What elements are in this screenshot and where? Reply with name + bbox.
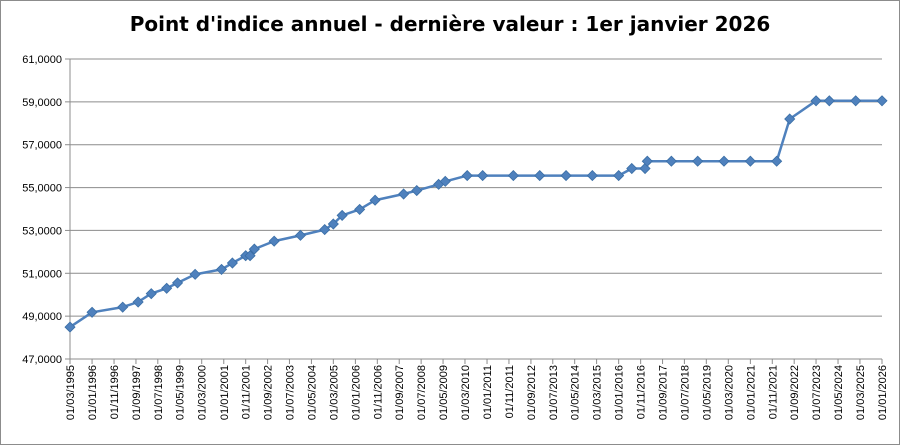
x-tick-label: 01/07/2013	[548, 365, 560, 420]
data-point-marker	[117, 301, 129, 313]
x-tick-label: 01/11/2016	[636, 365, 648, 419]
x-tick-label: 01/11/1996	[109, 365, 121, 419]
data-point-marker	[784, 113, 796, 125]
data-point-marker	[86, 306, 98, 318]
data-point-marker	[461, 170, 473, 182]
data-point-marker	[244, 250, 256, 262]
data-point-marker	[718, 155, 730, 167]
x-tick-label: 01/03/2010	[460, 365, 472, 420]
x-tick-label: 01/05/2019	[701, 365, 713, 420]
data-point-marker	[294, 229, 307, 241]
data-point-marker	[823, 95, 835, 107]
data-point-marker	[560, 170, 572, 182]
data-point-marker	[215, 263, 228, 275]
y-axis-ticks: 47,0000 49,0000 51,0000 53,0000 55,0000 57,00…	[22, 54, 62, 366]
y-tick-label: 59,0000	[22, 97, 62, 109]
x-tick-label: 01/05/2024	[833, 365, 845, 420]
x-tick-label: 01/01/2001	[219, 365, 231, 420]
x-tick-label: 01/01/2021	[745, 365, 757, 420]
y-tick-label: 51,0000	[22, 268, 62, 280]
series-line	[69, 99, 882, 329]
x-tick-label: 01/09/2012	[526, 365, 538, 420]
x-tick-label: 01/09/2022	[789, 365, 801, 420]
y-tick-label: 57,0000	[22, 140, 62, 152]
x-tick-label: 01/07/2003	[284, 365, 296, 420]
x-tick-label: 01/01/2011	[482, 365, 494, 419]
x-tick-label: 01/09/1997	[131, 365, 143, 420]
x-tick-label: 01/07/2008	[416, 365, 428, 420]
x-tick-label: 01/03/1995	[65, 365, 77, 420]
data-point-marker	[248, 243, 260, 255]
data-point-marker	[744, 155, 756, 167]
data-point-marker	[876, 95, 888, 107]
y-tick-label: 61,0000	[22, 54, 62, 66]
x-tick-label: 01/03/2025	[855, 365, 867, 420]
gridlines	[70, 58, 882, 360]
chart-title: Point d'indice annuel - dernière valeur …	[129, 12, 771, 36]
data-point-marker	[132, 296, 144, 308]
data-point-marker	[810, 95, 822, 107]
x-tick-label: 01/03/2020	[723, 365, 735, 420]
x-tick-label: 01/03/2000	[197, 365, 209, 420]
x-tick-label: 01/09/2017	[658, 365, 670, 420]
x-tick-label: 01/03/2015	[592, 365, 604, 420]
data-point-marker	[439, 175, 451, 187]
data-point-marker	[586, 170, 598, 182]
x-tick-label: 01/11/2006	[372, 365, 384, 419]
y-tick-label: 49,0000	[22, 311, 62, 323]
x-tick-label: 01/11/2001	[241, 365, 253, 419]
data-point-marker	[369, 194, 381, 206]
data-point-marker	[398, 188, 410, 200]
x-tick-label: 01/01/2016	[614, 365, 626, 420]
x-tick-label: 01/05/2009	[438, 365, 450, 420]
data-point-marker	[336, 209, 348, 221]
x-axis-ticks: 01/03/1995 01/01/1996 01/11/1996 01/09/1997…	[65, 365, 889, 420]
data-point-marker	[477, 170, 489, 182]
x-tick-label: 01/11/2011	[504, 365, 516, 418]
data-point-marker	[665, 155, 677, 167]
data-point-marker	[226, 257, 238, 269]
x-tick-label: 01/03/2005	[328, 365, 340, 420]
x-tick-label: 01/05/1999	[175, 365, 187, 420]
x-tick-label: 01/05/2014	[570, 365, 582, 420]
y-tick-label: 55,0000	[22, 183, 62, 195]
data-point-marker	[534, 170, 546, 182]
x-tick-label: 01/05/2004	[306, 365, 318, 420]
data-point-marker	[626, 162, 638, 175]
y-tick-label: 47,0000	[22, 354, 62, 366]
data-point-marker	[354, 203, 366, 215]
data-point-marker	[171, 277, 184, 289]
x-tick-label: 01/01/2006	[350, 365, 362, 420]
data-point-marker	[327, 218, 339, 230]
data-point-marker	[268, 235, 280, 247]
x-tick-label: 01/01/1996	[87, 365, 99, 420]
data-point-marker	[507, 170, 519, 182]
data-point-marker	[161, 282, 173, 294]
axes	[65, 58, 883, 364]
data-point-marker	[692, 155, 704, 167]
x-tick-label: 01/09/2002	[263, 365, 275, 420]
data-point-marker	[64, 321, 76, 333]
x-tick-label: 01/01/2026	[877, 365, 889, 420]
x-tick-label: 01/07/1998	[153, 365, 165, 420]
data-point-marker	[850, 95, 862, 107]
data-point-marker	[641, 155, 653, 167]
x-tick-label: 01/11/2021	[767, 365, 779, 419]
data-series	[64, 95, 888, 333]
data-point-marker	[613, 170, 625, 182]
data-point-marker	[771, 155, 783, 167]
data-point-marker	[145, 288, 157, 300]
data-point-marker	[411, 185, 423, 197]
data-point-marker	[189, 268, 201, 280]
y-tick-label: 53,0000	[22, 225, 62, 237]
data-point-marker	[319, 224, 331, 236]
x-tick-label: 01/09/2007	[394, 365, 406, 420]
x-tick-label: 01/07/2018	[679, 365, 691, 420]
x-tick-label: 01/07/2023	[811, 365, 823, 420]
